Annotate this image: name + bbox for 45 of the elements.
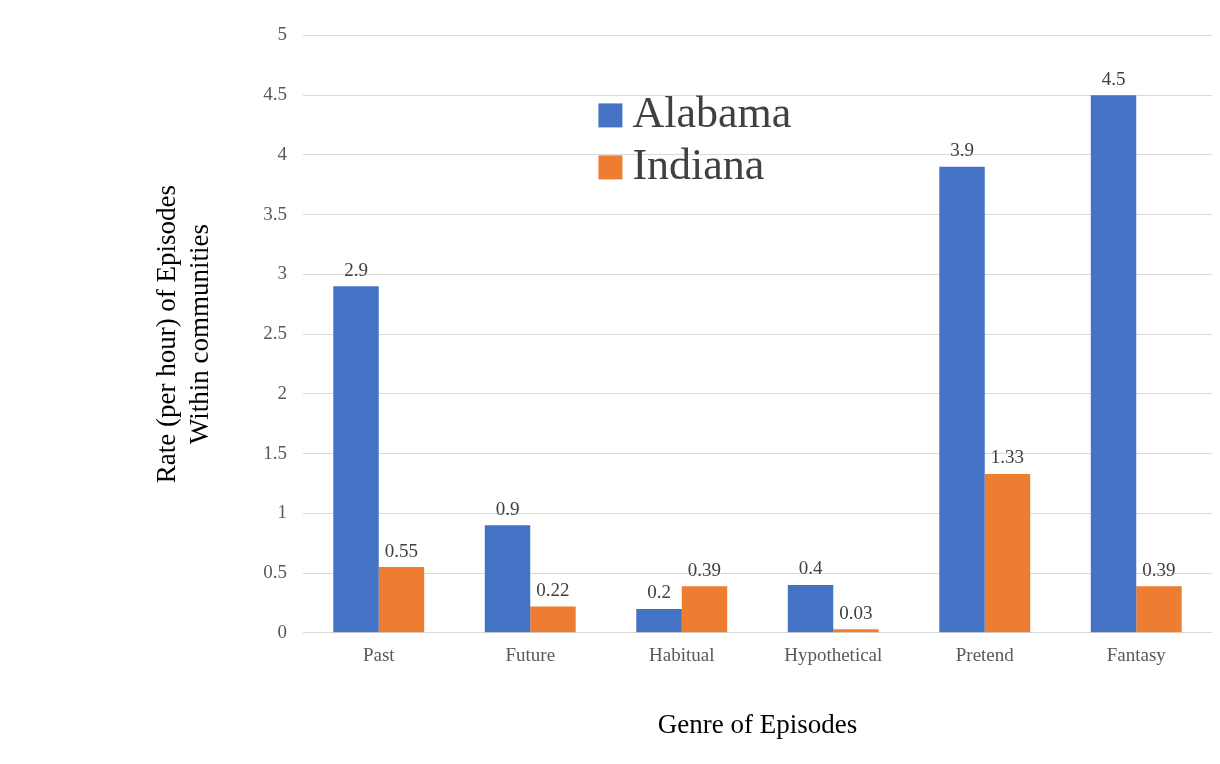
x-tick-label: Fantasy [1106, 644, 1167, 666]
bar [378, 567, 425, 633]
bar [1136, 586, 1182, 633]
y-tick-label: 5 [277, 23, 287, 45]
data-label: 2.9 [344, 258, 368, 280]
y-tick-label: 0 [277, 620, 287, 642]
x-tick-label: Habitual [649, 644, 715, 666]
x-tick-label: Past [362, 644, 396, 666]
bar [833, 629, 879, 633]
y-tick-label: 2.5 [263, 322, 287, 344]
data-label: 0.39 [1142, 558, 1176, 580]
data-label: 0.2 [647, 581, 671, 603]
data-label: 0.4 [798, 557, 823, 579]
y-tick-label: 0.5 [263, 561, 287, 583]
bar [484, 525, 531, 633]
legend-label: Alabama [632, 87, 792, 137]
data-label: 0.22 [536, 579, 570, 600]
y-tick-label: 3 [277, 262, 287, 284]
data-label: 3.9 [950, 139, 974, 161]
bar [984, 473, 1031, 633]
legend-label: Indiana [632, 139, 765, 189]
data-label: 4.5 [1101, 67, 1126, 89]
x-tick-label: Hypothetical [784, 644, 883, 666]
bar [787, 585, 834, 633]
bar [681, 586, 728, 633]
data-label: 1.33 [990, 446, 1025, 468]
y-tick-label: 1.5 [263, 441, 287, 463]
x-tick-label: Pretend [955, 644, 1015, 666]
bar [636, 608, 682, 633]
y-tick-label: 3.5 [263, 202, 287, 224]
data-label: 0.55 [384, 539, 419, 561]
y-tick-label: 1 [277, 501, 287, 523]
bar [530, 606, 576, 633]
y-tick-label: 4.5 [263, 83, 287, 105]
x-axis-title: Genre of Episodes [657, 708, 858, 739]
y-tick-label: 4 [277, 142, 288, 164]
data-label: 0.39 [687, 558, 722, 580]
y-tick-label: 2 [277, 381, 287, 403]
data-label: 0.9 [495, 497, 520, 519]
data-label: 0.03 [839, 601, 873, 623]
y-axis-title: Rate (per hour) of Episodes Within communities [151, 184, 214, 484]
bar [939, 166, 985, 633]
bar [333, 286, 379, 633]
x-tick-label: Future [505, 644, 556, 666]
bar [1090, 95, 1137, 633]
